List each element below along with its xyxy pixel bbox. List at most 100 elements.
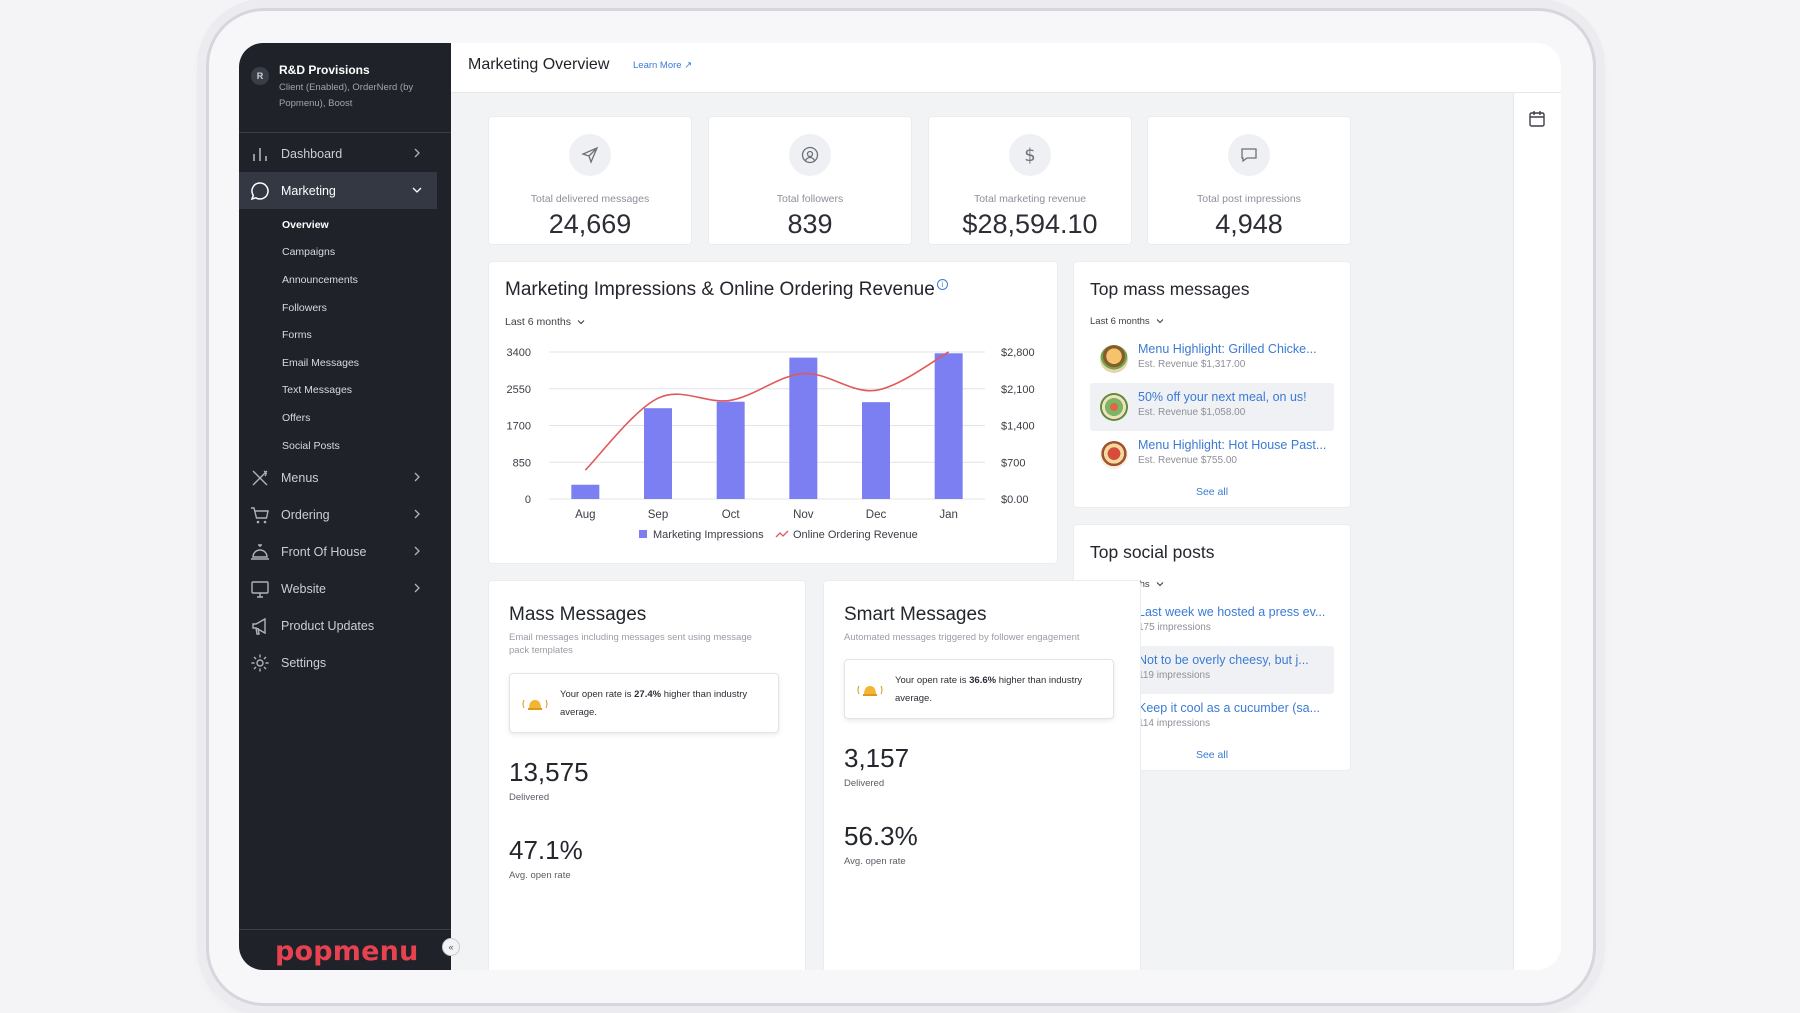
mass-message-item[interactable]: 50% off your next meal, on us! Est. Reve… <box>1090 383 1334 431</box>
message-icon <box>1228 134 1270 176</box>
sidebar-item-menus[interactable]: Menus <box>239 459 451 496</box>
item-subtitle: Est. Revenue $1,317.00 <box>1138 359 1246 370</box>
dollar-icon: $ <box>1009 134 1051 176</box>
sidebar-subitem-text-messages[interactable]: Text Messages <box>282 384 353 397</box>
sidebar-subitem-offers[interactable]: Offers <box>282 411 311 424</box>
food-thumbnail <box>1100 441 1128 469</box>
y-left-tick-label: 850 <box>513 457 531 469</box>
alert-percentage: 27.4% <box>634 689 662 700</box>
sidebar-subitem-announcements[interactable]: Announcements <box>282 273 358 286</box>
bar-marketing-impressions <box>571 484 600 499</box>
y-right-tick-label: $700 <box>1001 457 1025 469</box>
chevron-right-icon <box>414 509 420 519</box>
sidebar-subitem-overview[interactable]: Overview <box>282 218 329 231</box>
sidebar-item-label: Website <box>281 581 326 596</box>
alert-text-pre: Your open rate is <box>560 689 635 700</box>
sidebar-item-front-of-house[interactable]: Front Of House <box>239 533 451 570</box>
bar-marketing-impressions <box>644 408 672 499</box>
item-subtitle: 119 impressions <box>1138 670 1211 681</box>
card-title: Mass Messages <box>509 604 647 625</box>
card-description: Automated messages triggered by follower… <box>844 632 1080 643</box>
marketing-submenu: Overview Campaigns Announcements Followe… <box>239 209 451 459</box>
chevron-down-icon <box>577 320 585 325</box>
sidebar-item-ordering[interactable]: Ordering <box>239 496 451 533</box>
sidebar-item-label: Dashboard <box>281 146 343 161</box>
stat-label: Total delivered messages <box>530 193 650 205</box>
chart-title: Marketing Impressions & Online Ordering … <box>505 279 948 301</box>
send-icon <box>569 134 611 176</box>
y-right-tick-label: $1,400 <box>1001 421 1035 433</box>
sidebar-item-product-updates[interactable]: Product Updates <box>239 607 451 644</box>
y-right-tick-label: $2,100 <box>1001 384 1035 396</box>
sidebar-item-label: Settings <box>281 655 327 670</box>
delivered-value: 3,157 <box>844 743 910 773</box>
sidebar-subitem-followers[interactable]: Followers <box>282 301 327 314</box>
chevron-right-icon <box>414 148 420 158</box>
mass-message-item[interactable]: Menu Highlight: Hot House Past... Est. R… <box>1090 431 1334 479</box>
see-all-link[interactable]: See all <box>1195 486 1229 498</box>
item-title: Last week we hosted a press ev... <box>1138 605 1326 619</box>
card-description: Email messages including messages sent u… <box>509 632 752 656</box>
x-tick-label: Oct <box>722 509 741 521</box>
learn-more-link[interactable]: Learn More ↗ <box>633 60 692 71</box>
stat-card-revenue: $ Total marketing revenue $28,594.10 <box>928 116 1132 245</box>
sidebar-item-settings[interactable]: Settings <box>239 644 451 681</box>
item-title: Menu Highlight: Grilled Chicke... <box>1138 342 1317 356</box>
alert-text-post: higher than industry average. <box>560 689 748 718</box>
combo-chart: 0 850 1700 2550 3400 $0.00 $700 $1,400 $2,100 $2,… <box>507 347 1035 541</box>
open-rate-label: Avg. open rate <box>844 856 906 867</box>
sidebar: R R&D Provisions Client (Enabled), Order… <box>239 43 451 970</box>
period-dropdown[interactable]: Last 6 months <box>505 316 585 328</box>
page-title: Marketing Overview <box>468 56 610 73</box>
stat-value: 24,669 <box>548 209 632 239</box>
legend-swatch-line <box>775 530 789 538</box>
sidebar-item-dashboard[interactable]: Dashboard <box>239 135 451 172</box>
card-title: Smart Messages <box>844 604 987 625</box>
alert-text-pre: Your open rate is <box>895 675 970 686</box>
period-dropdown[interactable]: Last 6 months <box>1090 316 1164 327</box>
item-subtitle: Est. Revenue $755.00 <box>1138 455 1237 466</box>
sidebar-footer: popmenu <box>239 929 451 970</box>
info-icon[interactable]: i <box>936 279 948 290</box>
page-header: Marketing Overview Learn More ↗ <box>451 43 1561 93</box>
org-switcher[interactable]: R R&D Provisions Client (Enabled), Order… <box>239 43 451 133</box>
y-left-tick-label: 2550 <box>507 384 531 396</box>
sidebar-subitem-social-posts[interactable]: Social Posts <box>282 439 340 452</box>
popmenu-logo: popmenu <box>275 936 419 967</box>
sidebar-item-marketing[interactable]: Marketing <box>239 172 437 209</box>
calendar-icon[interactable] <box>1528 110 1546 128</box>
stat-card-followers: Total followers 839 <box>708 116 912 245</box>
legend-label: Online Ordering Revenue <box>793 529 918 541</box>
legend-swatch-bars <box>639 530 647 538</box>
bar-marketing-impressions <box>862 402 890 499</box>
collapse-sidebar-button[interactable]: « <box>442 938 460 956</box>
sidebar-item-website[interactable]: Website <box>239 570 451 607</box>
item-subtitle: 175 impressions <box>1138 622 1211 633</box>
item-title: Menu Highlight: Hot House Past... <box>1138 438 1327 452</box>
sidebar-nav: Dashboard Marketing Overview Campaigns A… <box>239 135 451 681</box>
app-screen: R R&D Provisions Client (Enabled), Order… <box>239 43 1561 970</box>
see-all-link[interactable]: See all <box>1195 749 1229 761</box>
period-label: Last 6 months <box>1090 316 1150 327</box>
top-mass-messages-card: Top mass messages Last 6 months Menu Hig… <box>1073 261 1351 508</box>
line-online-ordering-revenue <box>584 351 950 471</box>
open-rate-alert: Your open rate is 27.4% higher than indu… <box>509 673 779 733</box>
mass-message-item[interactable]: Menu Highlight: Grilled Chicke... Est. R… <box>1090 335 1334 383</box>
item-subtitle: Est. Revenue $1,058.00 <box>1138 407 1246 418</box>
chart-title-text: Marketing Impressions & Online Ordering … <box>505 279 935 300</box>
y-left-tick-label: 3400 <box>507 347 531 359</box>
x-tick-label: Jan <box>939 509 958 521</box>
sidebar-subitem-email-messages[interactable]: Email Messages <box>282 356 360 369</box>
org-avatar: R <box>251 67 269 85</box>
bar-marketing-impressions <box>716 401 745 499</box>
sidebar-subitem-forms[interactable]: Forms <box>282 329 312 342</box>
bell-icon <box>857 685 883 696</box>
y-left-tick-label: 0 <box>525 494 531 506</box>
impressions-revenue-card: Marketing Impressions & Online Ordering … <box>488 261 1058 564</box>
sidebar-subitem-campaigns[interactable]: Campaigns <box>282 246 336 259</box>
stat-value: 839 <box>787 209 833 239</box>
x-tick-label: Aug <box>575 509 595 521</box>
monitor-icon <box>249 578 271 600</box>
item-title: Keep it cool as a cucumber (sa... <box>1138 701 1321 715</box>
bar-chart-icon <box>249 143 271 165</box>
